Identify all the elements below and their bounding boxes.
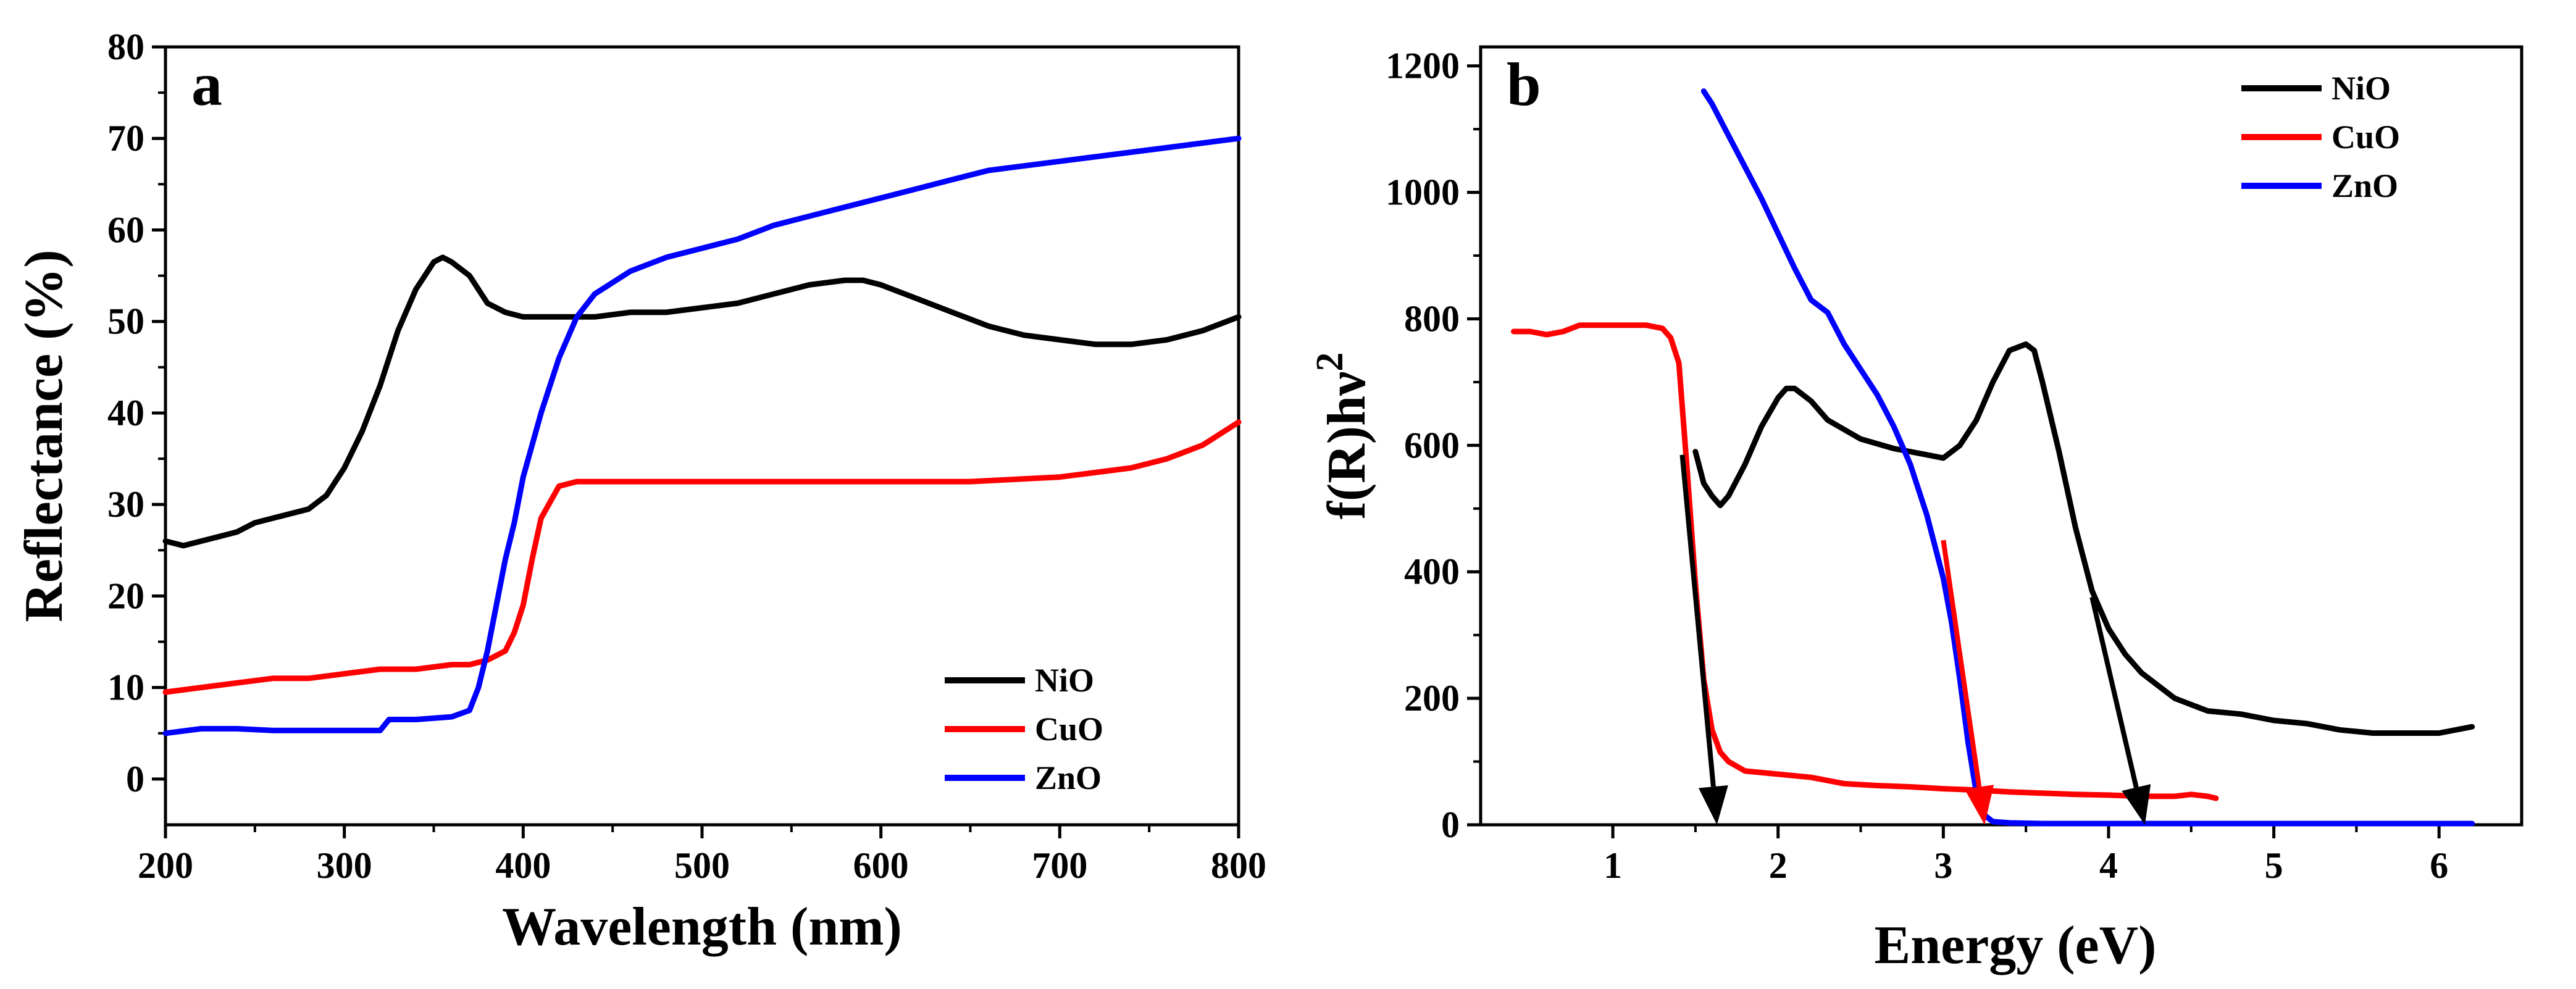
series-line-cuo — [1511, 322, 2219, 801]
y-tick-label: 800 — [1404, 298, 1460, 339]
y-axis-title-a: Reflectance (%) — [14, 249, 74, 622]
legend-label-nio: NiO — [1035, 662, 1094, 699]
annotations-b — [1679, 454, 2151, 825]
panel-b: 1 2 3 4 5 6 0 200 400 600 800 1000 1200 b Energy (e… — [1309, 45, 2524, 975]
x-tick-label: 3 — [1934, 845, 1952, 886]
y-tick-label: 10 — [107, 667, 144, 708]
plot-frame-a — [164, 45, 1240, 827]
y-tick-label: 0 — [1441, 804, 1460, 845]
annotation-arrow-shaft — [1679, 454, 1716, 787]
y-tick-label: 1200 — [1386, 46, 1460, 86]
y-tick-label: 1000 — [1386, 172, 1460, 213]
y-tick-label: 600 — [1404, 425, 1460, 465]
plot-frame-b — [1479, 45, 2524, 827]
series-b — [1511, 88, 2475, 827]
x-axis-title-a: Wavelength (nm) — [502, 897, 902, 957]
panel-label-b: b — [1507, 50, 1541, 119]
legend-a: NiO CuO ZnO — [945, 662, 1103, 796]
y-tick-label: 0 — [126, 759, 144, 799]
series-a — [162, 135, 1242, 737]
x-tick-label: 400 — [495, 845, 551, 886]
y-tick-label: 400 — [1404, 551, 1460, 592]
x-tick-label: 1 — [1604, 845, 1622, 886]
x-tick-label: 800 — [1211, 845, 1266, 886]
y-ticks-a: 0 10 20 30 40 50 60 70 80 — [107, 27, 165, 799]
x-tick-label: 600 — [853, 845, 909, 886]
panel-a: 200 300 400 500 600 700 800 01020304050607080 … — [14, 27, 1266, 957]
y-axis-title-b: f(R)hν2 — [1309, 353, 1377, 520]
y-tick-label: 20 — [107, 575, 144, 616]
annotation-arrow-head — [1964, 785, 1994, 825]
x-tick-label: 6 — [2430, 845, 2448, 886]
y-tick-label: 40 — [107, 393, 144, 433]
x-tick-label: 500 — [674, 845, 730, 886]
y-tick-label: 70 — [107, 118, 144, 159]
series-line-zno — [1700, 88, 2475, 827]
x-tick-label: 4 — [2099, 845, 2118, 886]
legend-b: NiO CuO ZnO — [2241, 70, 2400, 204]
annotation-arrow-shaft — [1941, 540, 1982, 788]
x-tick-label: 200 — [138, 845, 193, 886]
series-line-cuo — [162, 419, 1242, 695]
y-tick-label: 80 — [107, 27, 144, 67]
series-line-nio — [162, 254, 1242, 549]
y-tick-label: 50 — [107, 301, 144, 342]
legend-label-zno: ZnO — [1035, 759, 1102, 796]
panel-label-a: a — [191, 50, 222, 119]
y-tick-label: 30 — [107, 484, 144, 525]
annotation-arrow-head — [1699, 785, 1728, 825]
series-line-zno — [162, 135, 1242, 737]
x-tick-label: 300 — [317, 845, 372, 886]
y-axis-title-b-main: f(R)hν — [1317, 372, 1377, 520]
y-ticks-b: 0 200 400 600 800 1000 1200 — [1386, 46, 1481, 845]
x-axis-title-b: Energy (eV) — [1875, 916, 2157, 975]
y-tick-label: 200 — [1404, 678, 1460, 719]
legend-label-nio: NiO — [2331, 70, 2391, 107]
series-line-nio — [1692, 341, 2475, 736]
legend-label-zno: ZnO — [2331, 167, 2398, 204]
x-tick-label: 2 — [1769, 845, 1788, 886]
annotation-arrow-shaft — [2089, 596, 2139, 788]
x-tick-label: 700 — [1032, 845, 1087, 886]
x-ticks-b: 1 2 3 4 5 6 — [1604, 825, 2448, 886]
x-ticks-a: 200 300 400 500 600 700 800 — [138, 825, 1266, 886]
x-tick-label: 5 — [2265, 845, 2283, 886]
y-axis-title-b-superscript: 2 — [1309, 353, 1351, 372]
y-tick-label: 60 — [107, 209, 144, 250]
legend-label-cuo: CuO — [1035, 711, 1103, 748]
annotation-arrow-head — [2122, 784, 2151, 825]
legend-label-cuo: CuO — [2331, 119, 2400, 156]
